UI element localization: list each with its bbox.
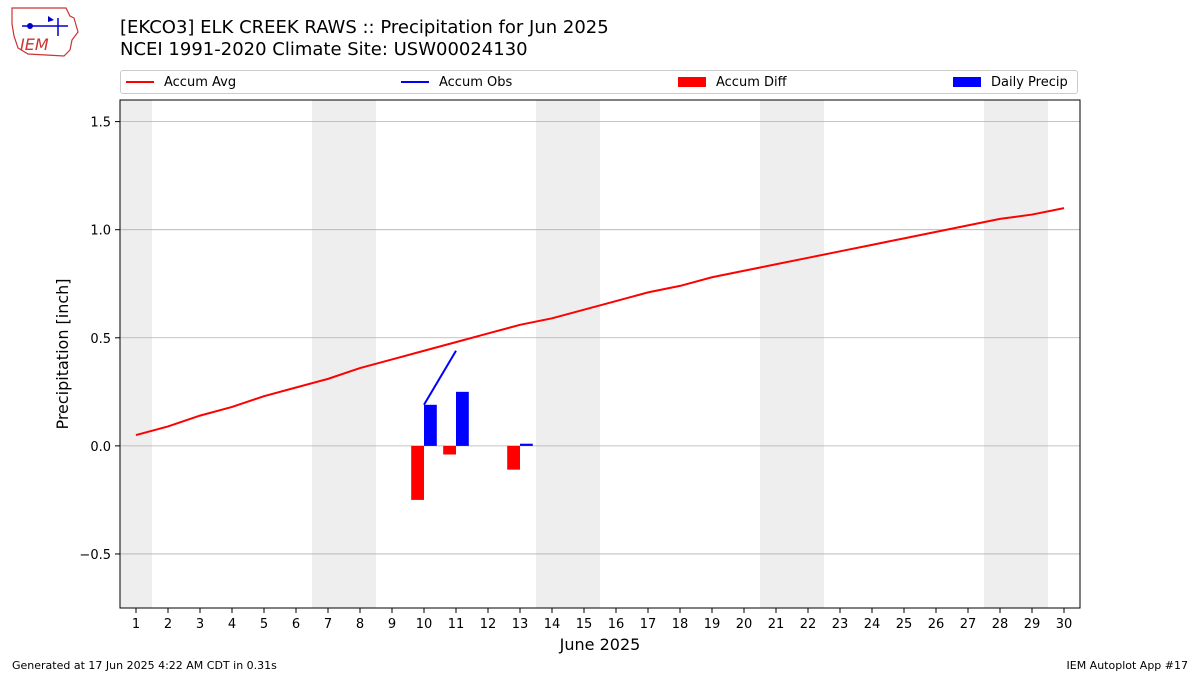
weekend-shade-day-29 <box>1016 100 1048 608</box>
x-tick-label: 6 <box>292 617 300 632</box>
weekend-shade-day-7 <box>312 100 344 608</box>
x-tick-label: 24 <box>864 617 881 632</box>
legend-accum-avg: Accum Avg <box>126 74 236 90</box>
x-tick-label: 3 <box>196 617 204 632</box>
legend-accum-obs-label: Accum Obs <box>439 74 513 90</box>
y-tick-label: 1.5 <box>90 116 111 131</box>
x-tick-label: 9 <box>388 617 396 632</box>
x-tick-label: 2 <box>164 617 172 632</box>
chart-title: [EKCO3] ELK CREEK RAWS :: Precipitation … <box>120 17 609 38</box>
accum-diff-bar-day-11 <box>443 445 456 455</box>
x-tick-label: 4 <box>228 617 236 632</box>
x-tick-label: 1 <box>132 617 140 632</box>
x-tick-label: 15 <box>576 617 593 632</box>
logo-text: IEM <box>20 35 49 54</box>
legend-accum-diff-label: Accum Diff <box>716 74 787 90</box>
y-tick-label: −0.5 <box>79 548 111 563</box>
accum-diff-bar-day-10 <box>411 445 424 500</box>
x-tick-label: 18 <box>672 617 689 632</box>
x-tick-label: 23 <box>832 617 849 632</box>
y-tick-label: 1.0 <box>90 224 111 239</box>
y-tick-label: 0.0 <box>90 440 111 455</box>
x-tick-label: 7 <box>324 617 332 632</box>
daily-precip-bar-day-13 <box>520 443 533 446</box>
accum-obs-line <box>423 350 457 406</box>
x-tick-label: 27 <box>960 617 977 632</box>
legend-daily-precip-label: Daily Precip <box>991 74 1068 90</box>
x-tick-label: 17 <box>640 617 657 632</box>
x-tick-label: 16 <box>608 617 625 632</box>
legend-accum-diff-swatch <box>678 77 706 87</box>
legend-daily-precip-swatch <box>953 77 981 87</box>
legend-accum-avg-label: Accum Avg <box>164 74 237 90</box>
weekend-shade-day-8 <box>344 100 376 608</box>
iem-logo: IEM <box>8 6 80 58</box>
legend-daily-precip: Daily Precip <box>953 74 1068 90</box>
daily-precip-bar-day-11 <box>456 391 469 446</box>
legend-accum-obs-swatch <box>401 81 429 83</box>
x-tick-label: 12 <box>480 617 497 632</box>
x-tick-label: 28 <box>992 617 1009 632</box>
weekend-shade-day-15 <box>568 100 600 608</box>
x-tick-label: 20 <box>736 617 753 632</box>
x-axis-label: June 2025 <box>559 635 641 654</box>
app-footer: IEM Autoplot App #17 <box>1066 659 1189 672</box>
accum-diff-bar-day-13 <box>507 445 520 470</box>
legend-accum-obs: Accum Obs <box>401 74 512 90</box>
x-tick-label: 19 <box>704 617 721 632</box>
weekend-shade-day-1 <box>120 100 152 608</box>
x-tick-label: 22 <box>800 617 817 632</box>
x-tick-label: 29 <box>1024 617 1041 632</box>
x-tick-label: 14 <box>544 617 561 632</box>
y-tick-label: 0.5 <box>90 332 111 347</box>
x-tick-label: 13 <box>512 617 529 632</box>
y-axis-label: Precipitation [inch] <box>53 278 72 429</box>
weekend-shade-day-22 <box>792 100 824 608</box>
x-tick-label: 26 <box>928 617 945 632</box>
legend-accum-avg-swatch <box>126 81 154 83</box>
chart-subtitle: NCEI 1991-2020 Climate Site: USW00024130 <box>120 39 528 60</box>
weekend-shade-day-28 <box>984 100 1016 608</box>
iem-logo-graphic: IEM <box>11 7 79 57</box>
x-tick-label: 5 <box>260 617 268 632</box>
legend-accum-diff: Accum Diff <box>678 74 787 90</box>
x-tick-label: 10 <box>416 617 433 632</box>
x-tick-label: 8 <box>356 617 364 632</box>
x-tick-label: 21 <box>768 617 785 632</box>
weekend-shade-day-14 <box>536 100 568 608</box>
weekend-shade-day-21 <box>760 100 792 608</box>
x-tick-label: 11 <box>448 617 465 632</box>
x-tick-label: 25 <box>896 617 913 632</box>
generated-footer: Generated at 17 Jun 2025 4:22 AM CDT in … <box>12 659 277 672</box>
daily-precip-bar-day-10 <box>424 404 437 446</box>
accum-avg-line <box>135 207 1065 437</box>
legend: Accum Avg Accum Obs Accum Diff Daily Pre… <box>120 70 1078 94</box>
x-tick-label: 30 <box>1056 617 1073 632</box>
plot-frame <box>119 99 1081 609</box>
